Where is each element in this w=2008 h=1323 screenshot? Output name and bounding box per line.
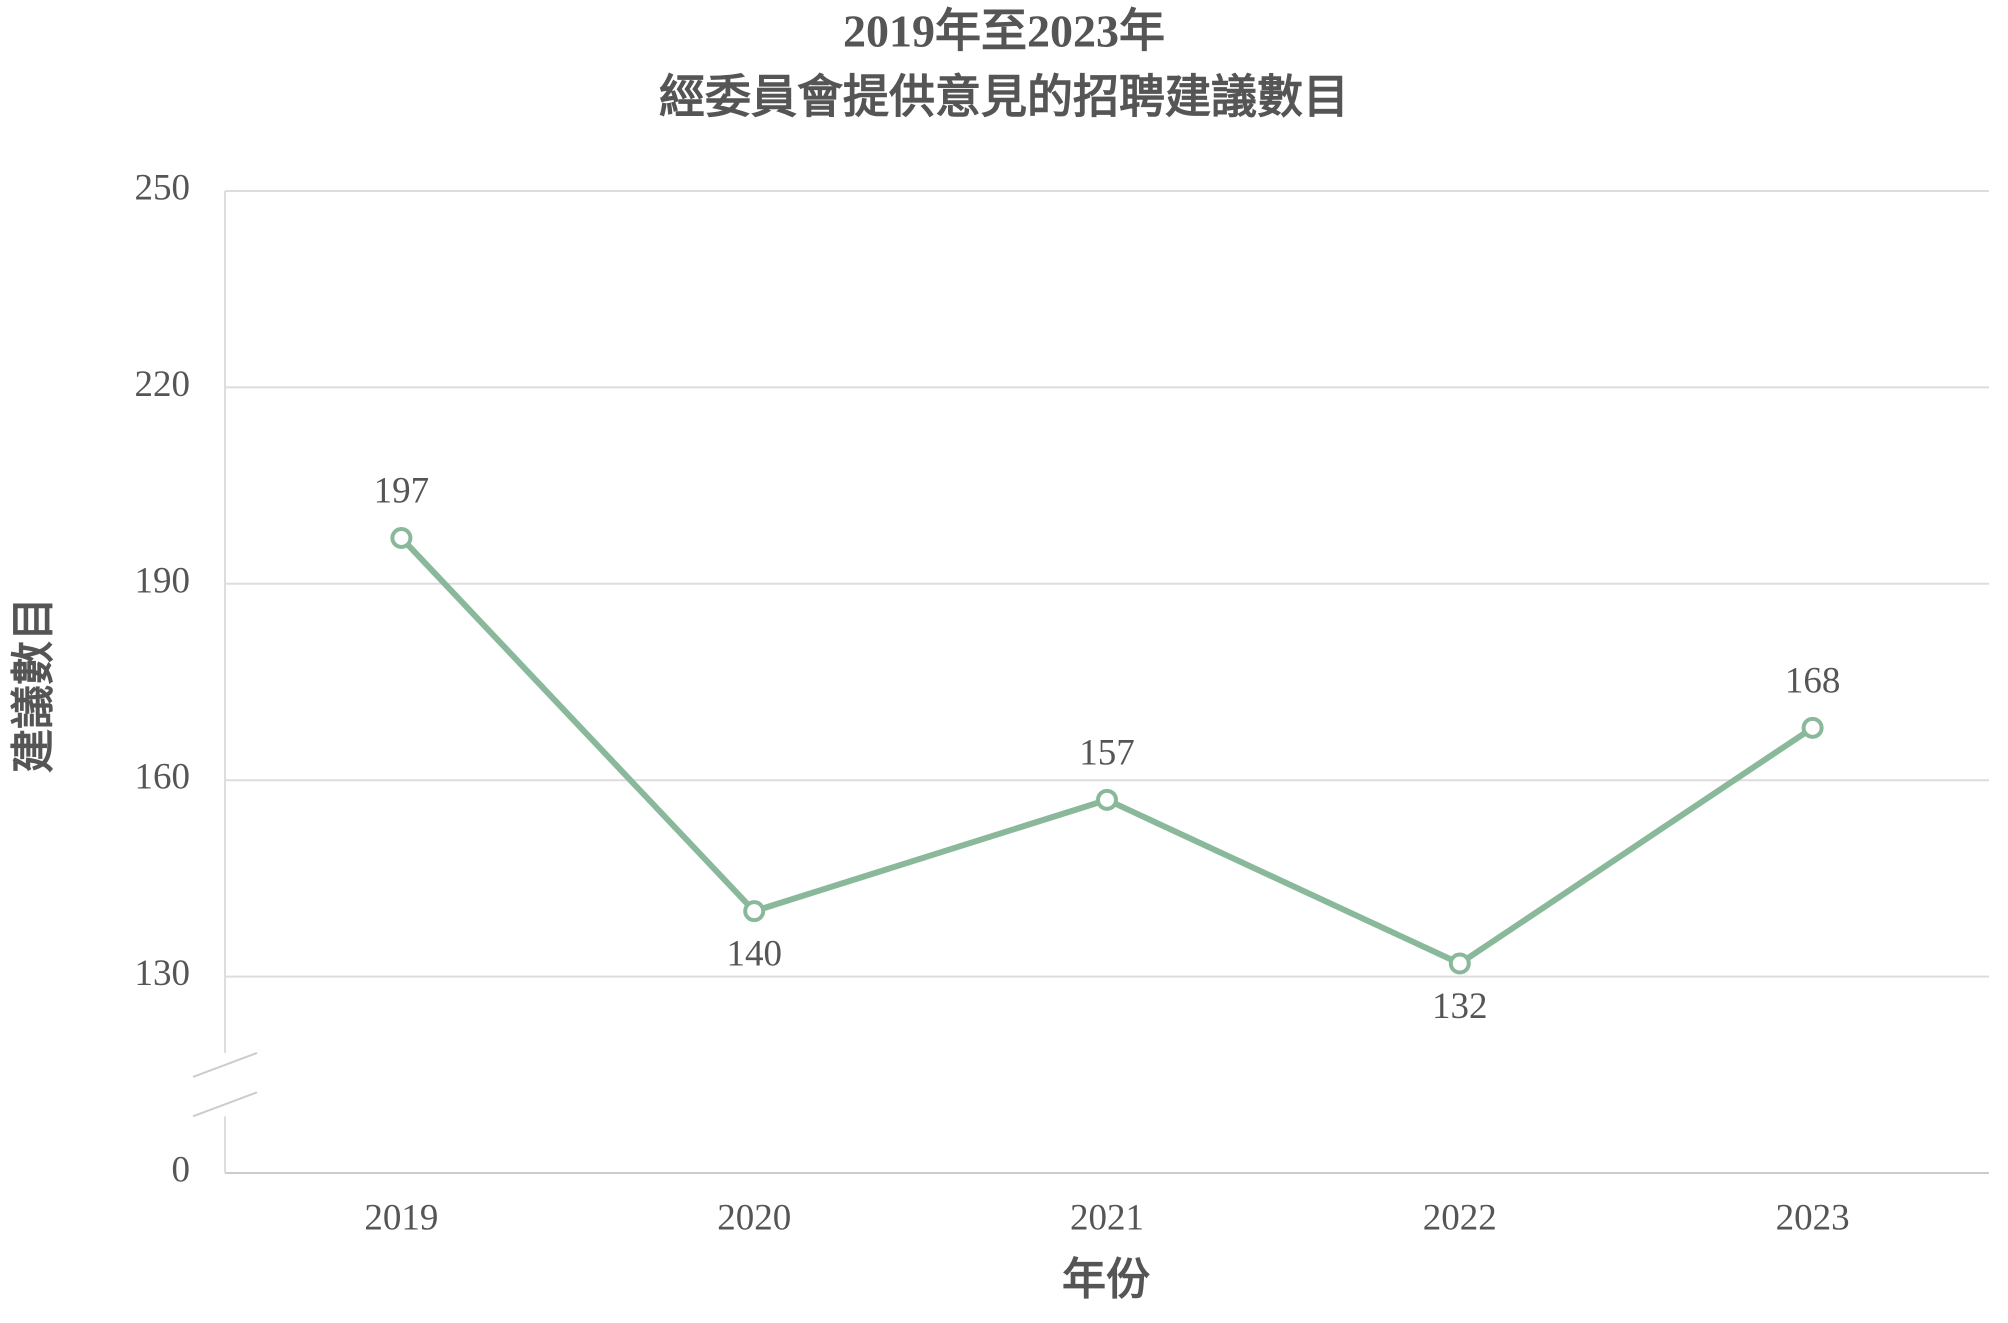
y-tick-label: 0 [172,1149,191,1190]
data-label: 157 [1079,732,1135,773]
y-tick-label: 130 [135,953,191,994]
y-tick-label: 160 [135,757,191,798]
x-tick-label: 2021 [1070,1197,1144,1238]
x-tick-label: 2023 [1776,1197,1850,1238]
y-tick-label: 250 [135,167,191,208]
data-label: 168 [1785,660,1841,701]
y-tick-label: 190 [135,560,191,601]
x-tick-label: 2019 [364,1197,438,1238]
x-axis-title: 年份 [1062,1255,1150,1304]
data-label: 140 [726,934,782,975]
chart-title: 2019年至2023年 [843,6,1165,57]
y-tick-label: 220 [135,364,191,405]
x-tick-label: 2022 [1423,1197,1497,1238]
marker [743,900,766,923]
marker [1448,952,1471,975]
axis-break [192,1091,258,1118]
marker [1096,788,1118,811]
y-axis-title: 建議數目 [9,597,58,773]
chart-title: 經委員會提供意見的招聘建議數目 [659,72,1349,123]
marker [1801,716,1824,739]
x-tick-label: 2020 [717,1197,791,1238]
data-label: 132 [1432,986,1488,1027]
axis-break [192,1052,258,1078]
marker [390,526,413,549]
data-label: 197 [374,470,430,511]
